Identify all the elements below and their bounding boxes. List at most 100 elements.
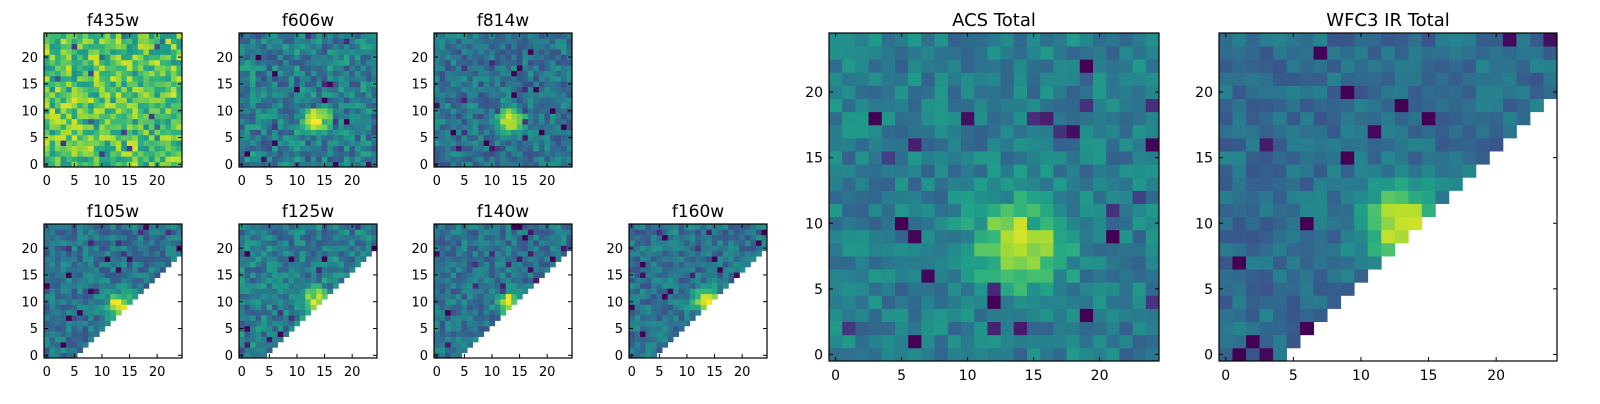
heatmap-cell [110, 86, 117, 93]
heatmap-cell [104, 75, 111, 82]
heatmap-cell [244, 108, 251, 114]
x-tick-label: 10 [289, 174, 306, 189]
heatmap-cell [1232, 137, 1247, 152]
heatmap-cell [456, 288, 462, 295]
heatmap-cell [277, 315, 284, 321]
heatmap-cell [1093, 334, 1107, 349]
heatmap-cell [126, 65, 133, 71]
heatmap-cell [1421, 137, 1436, 152]
heatmap-cell [244, 70, 251, 77]
heatmap-cell [104, 54, 111, 61]
heatmap-cell [456, 54, 462, 61]
heatmap-cell [255, 129, 262, 136]
heatmap-cell [439, 49, 446, 55]
heatmap-cell [126, 102, 133, 109]
heatmap-cell [645, 250, 652, 257]
heatmap-cell [288, 261, 295, 268]
heatmap-cell [1313, 308, 1328, 323]
heatmap-cell [494, 309, 501, 316]
heatmap-cell [277, 70, 284, 77]
heatmap-cell [1327, 33, 1342, 47]
heatmap-cell [104, 315, 111, 321]
heatmap-cell [321, 118, 328, 125]
heatmap-cell [1286, 137, 1301, 152]
heatmap-cell [294, 129, 301, 136]
heatmap-cell [645, 245, 652, 252]
heatmap-cell [450, 288, 457, 295]
heatmap-cell [1286, 269, 1301, 283]
heatmap-cell [49, 282, 56, 289]
heatmap-cell [1246, 72, 1260, 86]
heatmap-cell [77, 145, 84, 152]
heatmap-cell [505, 282, 512, 289]
heatmap-cell [1000, 98, 1015, 113]
heatmap-cell [500, 288, 507, 295]
heatmap-cell [445, 150, 451, 157]
heatmap-cell [93, 240, 100, 246]
heatmap-cell [294, 288, 301, 295]
heatmap-cell [472, 325, 479, 332]
heatmap-cell [1132, 124, 1147, 139]
heatmap-cell [755, 224, 762, 230]
heatmap-cell [239, 43, 245, 50]
heatmap-cell [516, 43, 523, 50]
heatmap-cell [842, 111, 856, 126]
heatmap-cell [244, 124, 251, 130]
heatmap-cell [338, 38, 345, 45]
heatmap-cell [489, 256, 496, 262]
heatmap-cell [1119, 137, 1133, 152]
heatmap-cell [1053, 85, 1067, 99]
heatmap-cell [371, 102, 378, 109]
heatmap-cell [1053, 282, 1067, 296]
heatmap-cell [55, 54, 61, 61]
heatmap-cell [895, 203, 909, 218]
heatmap-cell [66, 33, 72, 39]
heatmap-cell [634, 320, 641, 327]
heatmap-cell [55, 347, 61, 354]
heatmap-cell [1219, 72, 1233, 86]
heatmap-cell [1079, 229, 1094, 244]
heatmap-cell [288, 70, 295, 77]
heatmap-cell [445, 86, 451, 93]
heatmap-cell [478, 49, 485, 55]
heatmap-cell [305, 102, 312, 109]
x-tick-label: 0 [433, 365, 441, 380]
heatmap-cell [640, 266, 646, 273]
heatmap-cell [555, 229, 562, 236]
heatmap-cell [71, 70, 78, 77]
heatmap-cell [1066, 242, 1081, 257]
heatmap-cell [566, 145, 573, 152]
heatmap-cell [137, 161, 144, 168]
heatmap-cell [1489, 85, 1504, 99]
heatmap-cell [439, 250, 446, 257]
heatmap-cell [316, 145, 323, 152]
heatmap-cell [947, 177, 962, 191]
heatmap-cell [55, 134, 61, 141]
heatmap-cell [165, 156, 172, 163]
heatmap-cell [55, 129, 61, 136]
heatmap-cell [1448, 33, 1463, 47]
heatmap-cell [549, 86, 556, 93]
heatmap-cell [961, 59, 975, 73]
y-tick-label: 10 [21, 295, 38, 310]
heatmap-cell [494, 75, 501, 82]
heatmap-cell [1040, 216, 1054, 231]
heatmap-cell [483, 118, 490, 125]
heatmap-cell [1093, 151, 1107, 165]
heatmap-cell [467, 224, 474, 230]
heatmap-cell [1367, 85, 1382, 99]
heatmap-cell [494, 161, 501, 168]
heatmap-cell [662, 320, 669, 327]
heatmap-cell [1259, 256, 1274, 270]
heatmap-cell [137, 224, 144, 230]
heatmap-cell [651, 293, 657, 300]
heatmap-cell [1093, 347, 1107, 362]
heatmap-cell [327, 49, 334, 55]
heatmap-cell [1040, 46, 1054, 60]
heatmap-cell [538, 140, 545, 146]
heatmap-cell [467, 288, 474, 295]
heatmap-cell [908, 190, 922, 204]
heatmap-cell [244, 65, 251, 71]
heatmap-cell [255, 256, 262, 262]
x-tick-label: 0 [43, 174, 51, 189]
